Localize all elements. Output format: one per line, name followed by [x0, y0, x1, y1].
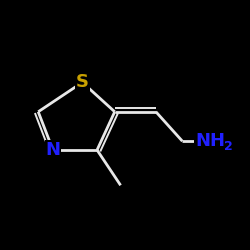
Text: 2: 2: [224, 140, 232, 153]
Text: S: S: [76, 73, 89, 91]
Text: NH: NH: [195, 132, 225, 150]
Text: N: N: [46, 141, 60, 159]
